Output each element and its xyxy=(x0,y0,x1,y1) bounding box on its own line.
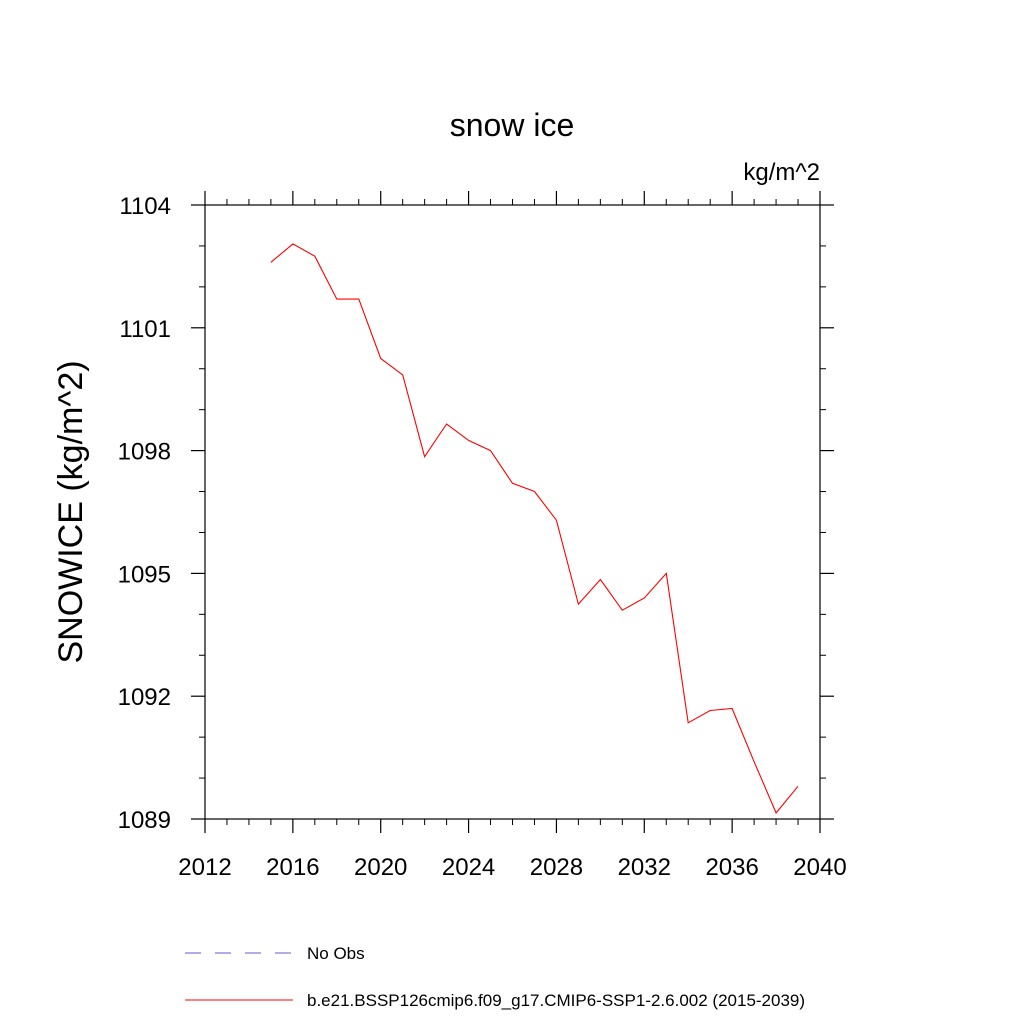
y-axis-ticks: 1089 1092 1095 1098 1101 1104 xyxy=(118,193,834,834)
x-tick-label: 2012 xyxy=(178,854,231,881)
legend: No Obs b.e21.BSSP126cmip6.f09_g17.CMIP6-S… xyxy=(185,944,805,1010)
x-tick-label: 2024 xyxy=(442,854,495,881)
series-layer xyxy=(270,243,799,814)
series-line xyxy=(270,243,799,814)
chart-title: snow ice xyxy=(450,107,575,143)
y-tick-label: 1104 xyxy=(119,193,171,220)
legend-label: b.e21.BSSP126cmip6.f09_g17.CMIP6-SSP1-2.… xyxy=(307,991,805,1010)
y-tick-label: 1095 xyxy=(118,561,171,588)
x-tick-label: 2036 xyxy=(705,854,758,881)
x-tick-label: 2040 xyxy=(793,854,846,881)
plot-frame xyxy=(204,204,821,820)
y-tick-label: 1092 xyxy=(118,684,171,711)
x-tick-label: 2020 xyxy=(354,854,407,881)
units-label: kg/m^2 xyxy=(743,159,820,186)
y-tick-label: 1101 xyxy=(119,316,171,343)
legend-label: No Obs xyxy=(307,944,365,963)
x-tick-label: 2032 xyxy=(618,854,671,881)
y-tick-label: 1089 xyxy=(118,807,171,834)
y-tick-label: 1098 xyxy=(118,439,171,466)
y-axis-label: SNOWICE (kg/m^2) xyxy=(52,360,90,663)
x-tick-label: 2028 xyxy=(530,854,583,881)
x-axis-ticks: 2012 2016 2020 2024 2028 2032 2036 2040 xyxy=(178,191,847,881)
x-tick-label: 2016 xyxy=(266,854,319,881)
